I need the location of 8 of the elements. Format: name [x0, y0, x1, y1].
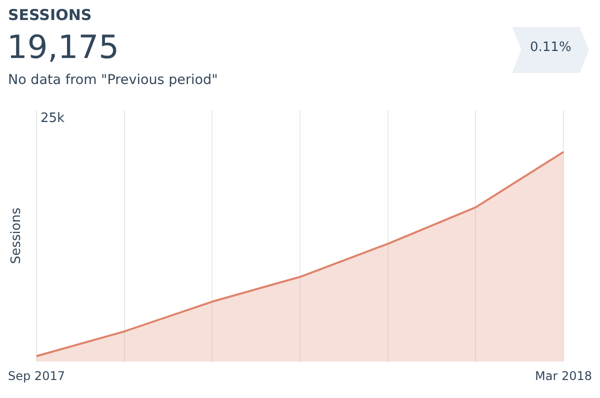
text: No data from "Previous period" — [8, 72, 218, 88]
y-axis-title: Sessions — [9, 207, 24, 264]
chart-subtitle: 19,175 — [7, 28, 119, 66]
text: 0.11% — [530, 40, 572, 55]
chart-title: SESSIONS — [8, 6, 92, 24]
x-tick-label: Mar 2018 — [535, 368, 592, 383]
x-tick-label: Sep 2017 — [8, 368, 65, 383]
text: 25k — [40, 110, 66, 126]
